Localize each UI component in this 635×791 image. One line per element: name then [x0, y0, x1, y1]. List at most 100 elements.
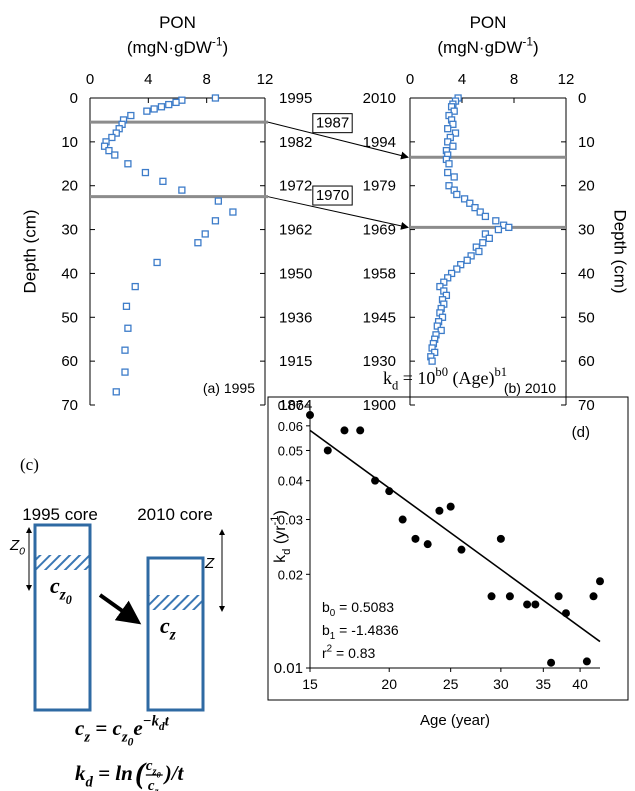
- data-point: [466, 199, 474, 207]
- year-tick-label: 1979: [363, 178, 396, 195]
- year-tick-label: 1930: [363, 353, 396, 370]
- text-part: c: [146, 758, 153, 774]
- link-arrow: [267, 121, 409, 160]
- data-point: [111, 151, 119, 159]
- data-point: [431, 348, 439, 357]
- y-tick-label: 20: [578, 178, 595, 195]
- data-point: [157, 103, 166, 111]
- y-tick-label: 0.05: [278, 443, 303, 458]
- text-part: = -1.4836: [335, 622, 399, 638]
- y-tick-label: 50: [61, 309, 78, 326]
- x-tick-label: 35: [536, 676, 552, 692]
- year-tick-label: 1958: [363, 265, 396, 282]
- core-1: [33, 523, 92, 712]
- text-part: (Age): [448, 368, 494, 389]
- data-point: [453, 190, 461, 199]
- data-point: [444, 138, 452, 146]
- text-part: b: [322, 599, 330, 615]
- year-tick-label: 1915: [279, 353, 312, 370]
- text-part: b0: [435, 365, 448, 379]
- text-part: k: [272, 554, 289, 563]
- data-point: [449, 120, 457, 128]
- x-tick-label: 0: [406, 71, 414, 88]
- text-part: d: [86, 774, 94, 790]
- x-tick-label: 8: [510, 71, 518, 88]
- layer-1: [36, 555, 89, 570]
- text-part: ): [272, 510, 289, 515]
- data-point: [444, 168, 452, 177]
- data-point: [127, 111, 135, 120]
- year-tick-label: 1982: [279, 134, 312, 151]
- data-point: [589, 592, 598, 601]
- data-point: [159, 177, 167, 185]
- x-tick-label: 25: [443, 676, 459, 692]
- text-part: c: [50, 573, 60, 598]
- text-part: (mgN·gDW: [437, 38, 522, 57]
- text-part: d: [392, 378, 399, 392]
- data-point: [487, 592, 496, 601]
- data-point: [172, 98, 180, 107]
- data-point: [481, 230, 490, 238]
- link-arrow: [267, 196, 409, 230]
- panel-label: (a) 1995: [203, 380, 255, 396]
- data-point: [467, 252, 475, 260]
- depth-label: Z0: [9, 537, 25, 558]
- text-part: b: [322, 622, 330, 638]
- y-tick-label: 10: [578, 134, 595, 151]
- chart-title: PON: [470, 13, 507, 32]
- data-point: [385, 487, 394, 496]
- text-part: c: [148, 778, 155, 791]
- fit-line: [309, 429, 601, 643]
- data-point: [449, 142, 457, 150]
- data-point: [153, 258, 161, 267]
- y-tick-label: 70: [578, 397, 595, 414]
- data-point: [444, 274, 452, 282]
- data-point: [100, 142, 109, 150]
- annotation: b1 = -1.4836: [322, 622, 399, 642]
- text-part: r: [322, 645, 327, 661]
- x-tick-label: 0: [86, 71, 94, 88]
- text-part: z: [121, 729, 128, 745]
- text-part: = 10: [398, 368, 435, 388]
- year-tick-label: 1995: [279, 90, 312, 107]
- data-point: [505, 223, 513, 232]
- concentration-label: cz0: [50, 573, 72, 607]
- text-part: (mgN·gDW: [127, 38, 212, 57]
- text-part: k: [75, 761, 86, 785]
- data-point: [438, 313, 447, 321]
- text-part: b1: [494, 365, 507, 379]
- text-part: z: [59, 587, 66, 604]
- text-part: e: [133, 716, 142, 740]
- text-part: k: [383, 368, 392, 388]
- text-part: ): [222, 38, 228, 57]
- y-tick-label: 40: [61, 265, 78, 282]
- text-part: d: [159, 721, 165, 733]
- formula: cz0: [146, 758, 161, 780]
- text-part: z: [83, 729, 90, 745]
- data-point: [141, 168, 150, 177]
- data-point: [596, 577, 604, 586]
- text-part: z: [154, 787, 160, 791]
- data-point: [150, 105, 158, 113]
- text-part: 2: [327, 644, 332, 655]
- data-point: [523, 600, 532, 609]
- data-point: [446, 502, 455, 511]
- y-axis-label: kd (yr-1): [269, 510, 293, 563]
- y-tick-label: 30: [61, 222, 78, 239]
- data-point: [450, 173, 458, 181]
- y-tick-label: 0.02: [278, 567, 303, 582]
- data-point: [447, 269, 456, 278]
- y-tick-label: 0.06: [278, 419, 303, 434]
- text-part: d: [281, 549, 293, 555]
- depth-label: Z: [204, 555, 215, 572]
- text-part: 0: [19, 546, 25, 558]
- data-point: [440, 278, 448, 286]
- data-point: [460, 195, 469, 203]
- x-tick-label: 8: [202, 71, 210, 88]
- core-label: 2010 core: [137, 505, 213, 524]
- data-point: [475, 247, 483, 256]
- data-point: [442, 291, 451, 300]
- y-tick-label: 20: [61, 178, 78, 195]
- formula: (: [135, 757, 147, 790]
